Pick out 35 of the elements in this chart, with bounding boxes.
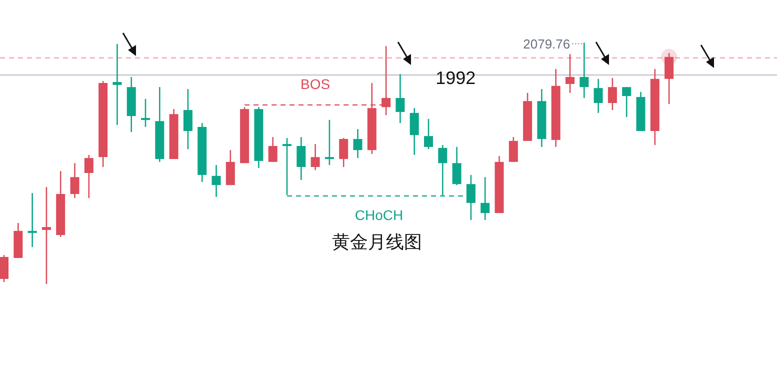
candlestick [212, 164, 221, 198]
candlestick [183, 88, 192, 150]
candlestick [84, 154, 94, 199]
candlestick [410, 107, 419, 156]
candlestick [112, 43, 122, 126]
series-label: BOS [300, 76, 330, 92]
candlestick [508, 136, 518, 163]
candlestick [296, 136, 306, 181]
candlestick [226, 149, 235, 186]
candlestick [324, 119, 334, 166]
series-label: CHoCH [354, 206, 404, 223]
candlestick [0, 254, 8, 283]
annotation: 2079.76 [523, 36, 585, 52]
text: 黄金月线图 [332, 232, 422, 252]
candlestick [480, 176, 490, 221]
candlestick [42, 186, 51, 285]
candlestick [28, 192, 37, 248]
candlestick [466, 174, 476, 221]
annotation: 1992 [436, 68, 476, 88]
candlestick [353, 128, 362, 159]
candlestick [268, 136, 278, 163]
annotation: 2079.76 [523, 36, 570, 52]
candlestick [594, 78, 603, 114]
candlestick [566, 53, 574, 94]
candlestick [608, 77, 617, 111]
candlestick [141, 98, 150, 128]
candlestick [396, 73, 405, 124]
candlestick [622, 86, 632, 118]
candlestick [70, 162, 80, 199]
candlestick [580, 42, 589, 99]
candlestick [664, 52, 674, 105]
candlestick [310, 143, 320, 171]
candlestick [339, 137, 348, 168]
candlestick [452, 146, 462, 186]
candlestick [424, 118, 433, 150]
